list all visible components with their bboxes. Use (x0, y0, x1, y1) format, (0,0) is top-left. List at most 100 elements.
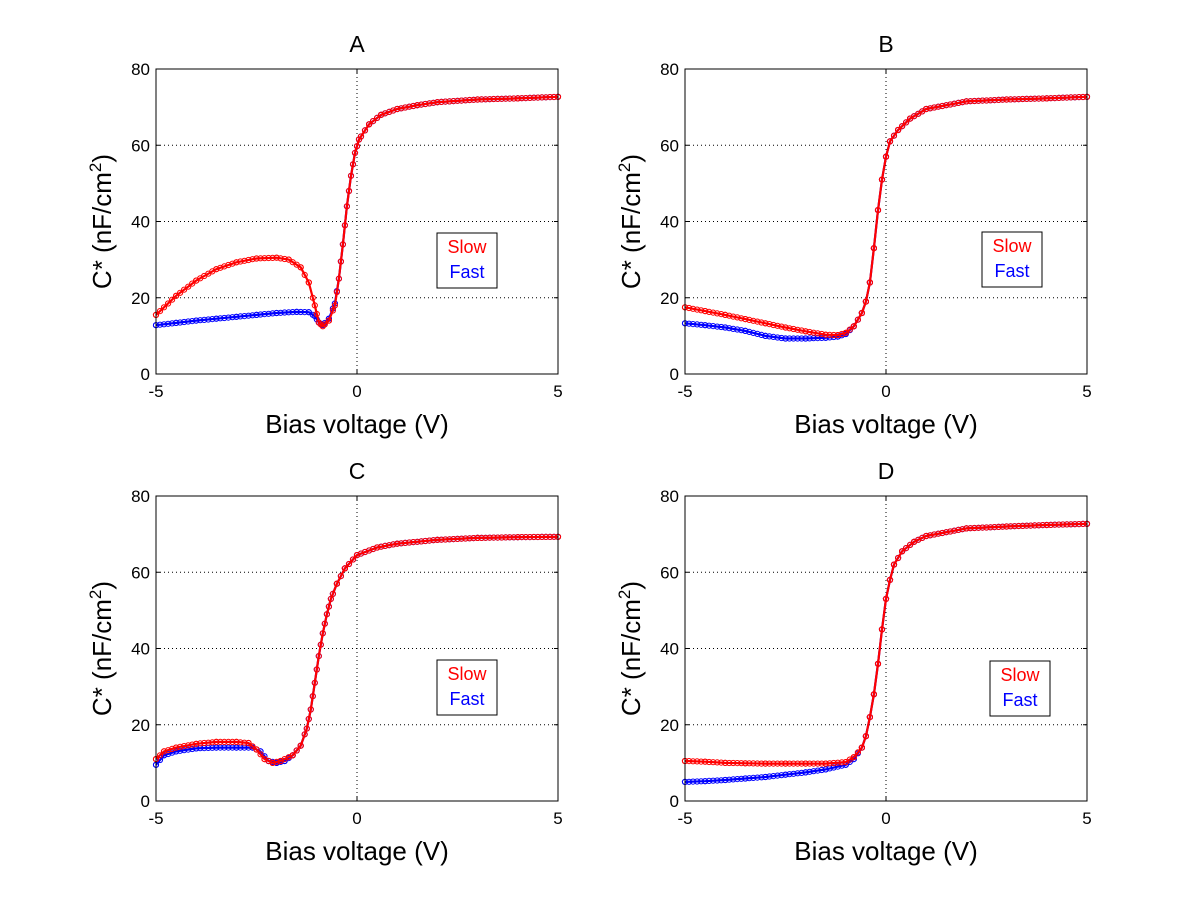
data-point (305, 309, 312, 316)
data-point (1043, 521, 1050, 529)
data-point (746, 328, 753, 335)
data-point (931, 104, 938, 111)
data-point (273, 758, 280, 766)
data-point (1047, 521, 1054, 529)
data-point (818, 766, 825, 774)
data-point (257, 751, 264, 758)
data-point (766, 773, 773, 780)
data-point (822, 760, 829, 767)
data-point (510, 534, 517, 541)
x-tick-label: 0 (352, 809, 361, 828)
data-point (710, 323, 717, 330)
data-point (538, 94, 546, 101)
data-point (205, 316, 212, 323)
data-point (390, 541, 397, 548)
legend-entry-slow: Slow (992, 236, 1032, 256)
data-point (261, 311, 268, 318)
data-point (285, 256, 292, 263)
data-point (241, 257, 248, 264)
data-point (870, 691, 878, 698)
x-tick-label: 5 (553, 809, 562, 828)
data-point (293, 308, 300, 315)
data-point (907, 541, 914, 549)
y-tick-label: 80 (131, 60, 150, 79)
data-point (923, 532, 930, 540)
legend-entry-fast: Fast (1002, 690, 1037, 710)
data-point (947, 528, 954, 535)
data-point (842, 329, 849, 336)
data-point (874, 660, 882, 667)
data-point (189, 280, 196, 287)
data-point (225, 314, 232, 321)
data-point (726, 325, 733, 332)
data-point (834, 332, 841, 339)
data-point (971, 97, 978, 105)
data-point (790, 770, 797, 777)
data-point (1063, 521, 1071, 528)
data-point (526, 94, 534, 102)
chart-title: B (878, 31, 893, 57)
data-point (710, 759, 717, 766)
data-point (1071, 94, 1079, 101)
data-point (366, 121, 373, 128)
data-point (798, 327, 805, 334)
data-point (213, 315, 220, 322)
data-point (967, 98, 974, 105)
data-point (349, 161, 357, 168)
data-point (333, 580, 340, 587)
legend: Slow Fast (436, 232, 498, 289)
data-point (762, 760, 769, 767)
data-point (698, 758, 705, 765)
data-point (177, 319, 184, 326)
data-point (714, 310, 721, 317)
data-point (858, 309, 866, 317)
y-label-superscript: 2 (86, 163, 105, 172)
data-point (890, 561, 898, 568)
data-point (1007, 523, 1014, 530)
data-point (319, 323, 326, 330)
data-point (1039, 95, 1046, 102)
data-point (722, 776, 729, 784)
data-point (217, 315, 224, 322)
data-point (758, 319, 765, 326)
data-point (826, 331, 833, 338)
data-point (911, 538, 918, 545)
data-point (866, 279, 874, 286)
legend-entry-fast: Fast (449, 262, 484, 282)
data-point (758, 331, 765, 338)
data-point (221, 738, 228, 746)
data-point (903, 545, 910, 552)
data-point (261, 255, 268, 262)
data-point (1067, 521, 1075, 528)
y-label-superscript: 2 (615, 163, 634, 172)
data-point (343, 203, 350, 210)
data-point (710, 777, 717, 784)
data-point (1031, 522, 1038, 529)
data-point (160, 748, 168, 755)
data-point (181, 747, 188, 754)
data-point (173, 744, 180, 751)
data-point (862, 298, 870, 305)
data-point (722, 324, 729, 331)
data-point (1059, 521, 1067, 528)
data-point (983, 524, 990, 531)
data-point (494, 534, 501, 541)
data-point (1075, 521, 1083, 528)
data-point (269, 254, 276, 261)
data-point (778, 772, 785, 779)
data-point (689, 321, 697, 328)
data-point (446, 98, 453, 105)
data-point (478, 534, 485, 542)
legend: Slow Fast (981, 231, 1043, 288)
data-point (478, 96, 485, 103)
data-point (706, 322, 713, 329)
legend: Slow Fast (436, 659, 498, 716)
data-point (931, 531, 938, 538)
data-point (870, 245, 878, 252)
data-point (498, 95, 505, 102)
data-point (197, 740, 204, 747)
data-point (818, 330, 825, 338)
data-point (347, 172, 355, 179)
data-point (685, 320, 693, 327)
